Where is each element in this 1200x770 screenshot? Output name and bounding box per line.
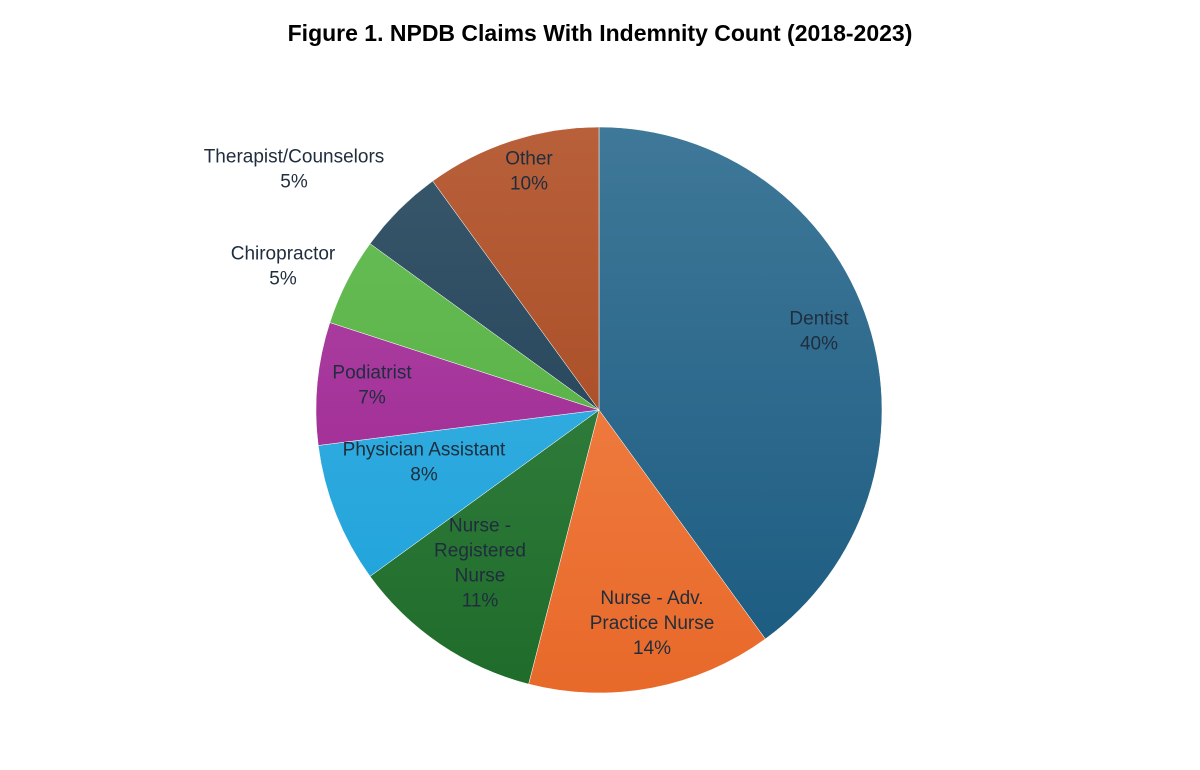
pie-slice-nurse-adv-practice-nurse: [528, 409, 766, 694]
pie-slice-nurse-registered-nurse: [369, 409, 600, 685]
slice-label-7: Other 10%: [505, 149, 553, 195]
slice-label-4: Podiatrist 7%: [332, 363, 412, 409]
pie-slices: [315, 126, 883, 694]
slice-label-5: Chiropractor 5%: [231, 244, 336, 290]
slice-label-6: Therapist/Counselors 5%: [204, 147, 385, 193]
pie-slice-other: [432, 126, 600, 411]
pie-slice-dentist: [598, 126, 883, 640]
slice-label-2: Nurse -Registered Nurse 11%: [434, 516, 526, 612]
slice-label-0: Dentist 40%: [789, 309, 849, 355]
pie-slice-podiatrist: [315, 322, 600, 446]
pie-labels: Dentist 40% Nurse - Adv. Practice Nurse 14% N…: [204, 147, 850, 660]
slice-label-3: Physician Assistant 8%: [343, 440, 506, 486]
slice-label-1: Nurse - Adv. Practice Nurse 14%: [590, 588, 715, 659]
chart-title: Figure 1. NPDB Claims With Indemnity Cou…: [287, 20, 913, 46]
pie-slice-physician-assistant: [317, 409, 600, 577]
